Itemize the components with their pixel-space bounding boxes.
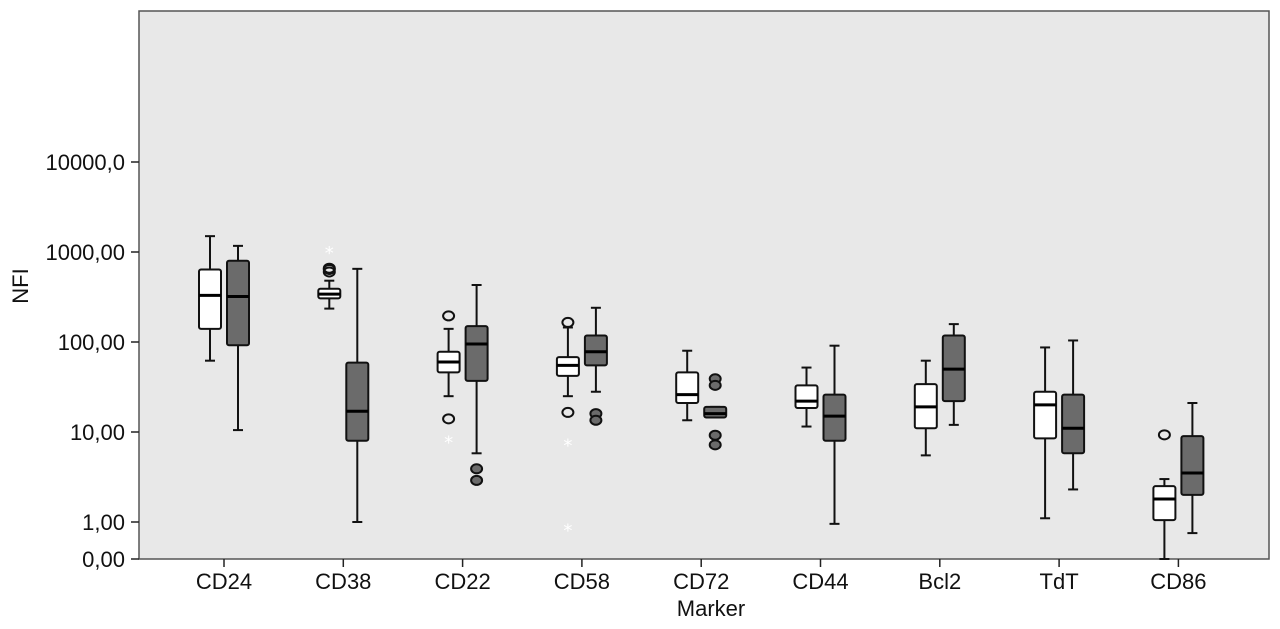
extreme-point: * [444,433,453,454]
x-tick-label: TdT [1040,569,1079,594]
outlier-point [708,439,722,451]
box-light-cd72 [675,349,700,422]
outlier-point [589,414,603,426]
box-dark-cd44 [822,344,847,525]
box-dark-cd38 [345,267,370,523]
box-light-cd44 [794,366,819,428]
box-dark-cd58 [583,306,608,426]
box-series: ** ** [198,235,1205,560]
outlier-point [561,406,575,418]
box-body [1061,393,1086,455]
outlier-point [442,310,456,322]
box-body [1152,485,1177,522]
y-tick-label: 1,00 [82,510,125,535]
x-axis-title: Marker [677,596,745,621]
box-body [1180,435,1205,496]
box-dark-cd72 [703,373,728,451]
box-body [226,259,250,347]
x-tick-label: CD24 [196,569,252,594]
extreme-point: * [325,243,334,264]
outlier-point [561,316,575,328]
box-body [794,384,819,409]
y-axis: 0,00 1,00 10,00 100,00 1000,00 10000,0 [45,150,139,572]
extreme-point: * [563,435,572,456]
y-tick-label: 10,00 [70,420,125,445]
box-light-cd58: ** [555,316,580,541]
box-body [198,268,222,330]
box-body [345,361,370,442]
outlier-point [442,413,456,425]
y-tick-label: 100,00 [58,330,125,355]
outlier-point [1157,429,1171,441]
plot-area-background [138,10,1270,560]
extreme-point: * [563,520,572,541]
outlier-point [708,429,722,441]
box-dark-cd86 [1180,402,1205,535]
x-tick-label: CD22 [434,569,490,594]
box-dark-bcl2 [941,323,966,426]
outlier-point [470,463,484,475]
x-tick-label: CD58 [554,569,610,594]
outlier-point [470,474,484,486]
x-tick-label: CD38 [315,569,371,594]
box-light-cd86 [1152,429,1177,560]
y-tick-label: 1000,00 [45,240,125,265]
x-tick-label: CD86 [1150,569,1206,594]
outlier-point [322,263,336,275]
x-axis: CD24 CD38 CD22 CD58 CD72 CD44 Bcl2 TdT CD86 [196,559,1207,594]
y-axis-title: NFI [8,268,33,303]
box-light-cd24 [198,235,222,362]
box-dark-cd22 [464,283,489,486]
box-body [464,325,489,382]
box-dark-tdt [1061,339,1086,491]
y-tick-label: 0,00 [82,547,125,572]
box-dark-cd24 [226,244,250,432]
box-body [1033,390,1058,440]
box-body [822,393,847,442]
box-light-cd38: * [317,243,342,310]
x-tick-label: CD72 [673,569,729,594]
box-light-cd22: * [436,310,461,454]
box-light-tdt [1033,346,1058,520]
y-tick-label: 10000,0 [45,150,125,175]
x-tick-label: Bcl2 [918,569,961,594]
x-tick-label: CD44 [792,569,848,594]
box-body [675,371,700,405]
box-light-bcl2 [913,359,938,457]
outlier-point [708,379,722,391]
